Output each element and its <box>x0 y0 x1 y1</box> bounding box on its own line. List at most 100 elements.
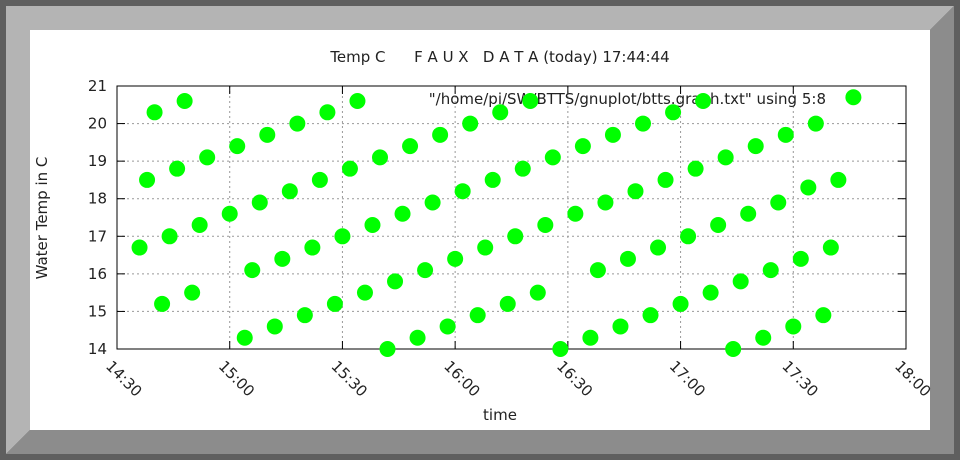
point <box>807 115 824 132</box>
point <box>131 239 148 256</box>
point <box>424 194 441 211</box>
point <box>522 93 539 110</box>
point <box>409 329 426 346</box>
point <box>597 194 614 211</box>
point <box>432 126 449 143</box>
point <box>417 262 434 279</box>
point <box>725 341 742 357</box>
point <box>552 341 569 357</box>
point <box>770 194 787 211</box>
point <box>169 160 186 177</box>
point <box>281 183 298 200</box>
point <box>289 115 306 132</box>
point <box>259 126 276 143</box>
point <box>747 138 764 155</box>
chart-title: Temp C F A U X D A T A (today) 17:44:44 <box>329 48 669 66</box>
point <box>702 284 719 301</box>
point <box>815 307 832 324</box>
point <box>191 217 208 234</box>
point <box>830 171 847 188</box>
point <box>492 104 509 121</box>
point <box>529 284 546 301</box>
x-axis-label: time <box>483 406 517 424</box>
point <box>146 104 163 121</box>
y-tick-label: 14 <box>88 340 107 358</box>
point <box>229 138 246 155</box>
plot-border <box>116 85 907 350</box>
point <box>845 89 862 106</box>
point <box>356 284 373 301</box>
point <box>304 239 321 256</box>
point <box>792 250 809 267</box>
point <box>514 160 531 177</box>
point <box>822 239 839 256</box>
point <box>387 273 404 290</box>
point <box>627 183 644 200</box>
point <box>462 115 479 132</box>
point <box>161 228 178 245</box>
point <box>372 149 388 166</box>
point <box>341 160 358 177</box>
point <box>642 307 659 324</box>
point <box>680 228 697 245</box>
point <box>311 171 328 188</box>
point <box>672 295 689 312</box>
point <box>326 295 343 312</box>
y-tick-label: 19 <box>88 152 107 170</box>
point <box>447 250 464 267</box>
point <box>665 104 682 121</box>
point <box>469 307 486 324</box>
point <box>604 126 621 143</box>
point <box>319 104 336 121</box>
point <box>139 171 156 188</box>
point <box>710 217 727 234</box>
point <box>567 205 584 222</box>
point <box>394 205 411 222</box>
point <box>477 239 494 256</box>
point <box>439 318 456 335</box>
point <box>266 318 283 335</box>
point <box>349 93 366 110</box>
point <box>184 284 201 301</box>
point <box>537 217 554 234</box>
legend-label: "/home/pi/SW/BTTS/gnuplot/btts.graph.txt… <box>429 90 826 108</box>
point <box>507 228 524 245</box>
point <box>732 273 749 290</box>
point <box>687 160 704 177</box>
point <box>154 295 171 312</box>
point <box>635 115 651 132</box>
point <box>800 179 817 196</box>
point <box>589 262 606 279</box>
point <box>236 329 253 346</box>
point <box>657 171 674 188</box>
point <box>402 138 419 155</box>
point <box>650 239 667 256</box>
point <box>379 341 396 357</box>
point <box>740 205 757 222</box>
y-tick-label: 21 <box>88 77 107 95</box>
point <box>695 93 712 110</box>
point <box>717 149 734 166</box>
point <box>176 93 193 110</box>
point <box>251 194 268 211</box>
y-tick-label: 17 <box>88 227 107 245</box>
y-tick-label: 18 <box>88 190 107 208</box>
point <box>582 329 599 346</box>
point <box>296 307 313 324</box>
point <box>334 228 351 245</box>
point <box>484 171 501 188</box>
point <box>221 205 238 222</box>
point <box>274 250 291 267</box>
point <box>574 138 591 155</box>
point <box>199 149 216 166</box>
point <box>364 217 381 234</box>
y-axis-label: Water Temp in C <box>33 157 51 280</box>
point <box>619 250 636 267</box>
point <box>755 329 772 346</box>
point <box>785 318 802 335</box>
y-tick-label: 15 <box>88 302 107 320</box>
point <box>777 126 794 143</box>
point <box>244 262 261 279</box>
y-tick-label: 16 <box>88 265 107 283</box>
